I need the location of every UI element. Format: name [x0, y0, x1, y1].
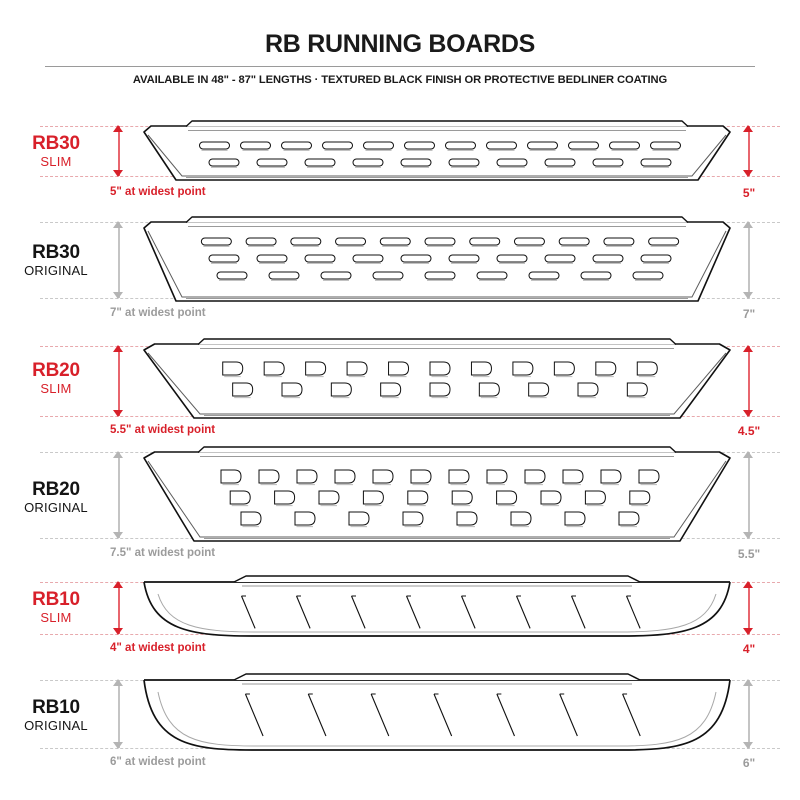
arrow-shaft — [748, 346, 750, 416]
arrowhead-up — [743, 451, 753, 458]
model-name: RB30 — [32, 242, 80, 263]
arrowhead-up — [743, 125, 753, 132]
model-variant: SLIM — [40, 609, 72, 625]
dimension-arrow-left — [112, 221, 126, 299]
end-height-value: 4.5" — [737, 424, 761, 438]
model-variant: ORIGINAL — [24, 262, 88, 278]
arrowhead-up — [113, 451, 123, 458]
model-label-block: RB30 SLIM — [0, 134, 112, 170]
board-illustration-rb20 — [142, 444, 732, 549]
arrowhead-down — [743, 410, 753, 417]
arrow-shaft — [748, 126, 750, 176]
end-height-value: 6" — [742, 756, 756, 770]
arrowhead-down — [743, 532, 753, 539]
model-name: RB10 — [32, 589, 80, 610]
arrow-shaft — [118, 582, 120, 634]
dimension-arrow-right — [742, 125, 756, 177]
model-variant: SLIM — [40, 380, 72, 396]
model-label-block: RB10 SLIM — [0, 590, 112, 626]
model-label-block: RB30 ORIGINAL — [0, 243, 112, 279]
dimension-arrow-left — [112, 125, 126, 177]
arrowhead-up — [743, 581, 753, 588]
dimension-arrow-right — [742, 345, 756, 417]
model-variant: SLIM — [40, 153, 72, 169]
end-height-value: 7" — [742, 307, 756, 321]
model-label-block: RB20 SLIM — [0, 361, 112, 397]
end-height-value: 5" — [742, 186, 756, 200]
arrowhead-up — [743, 345, 753, 352]
header-divider — [45, 66, 755, 67]
board-illustration-rb30 — [142, 118, 732, 188]
arrowhead-down — [113, 292, 123, 299]
dimension-arrow-left — [112, 451, 126, 539]
arrowhead-up — [113, 679, 123, 686]
page-title: RB RUNNING BOARDS — [265, 30, 535, 58]
model-name: RB30 — [32, 133, 80, 154]
widest-point-caption: 6" at widest point — [110, 756, 206, 768]
arrowhead-up — [113, 345, 123, 352]
dimension-arrow-left — [112, 679, 126, 749]
widest-point-caption: 5.5" at widest point — [110, 424, 216, 436]
arrowhead-down — [113, 532, 123, 539]
widest-point-caption: 4" at widest point — [110, 642, 206, 654]
dimension-arrow-left — [112, 581, 126, 635]
board-illustration-rb30 — [142, 214, 732, 309]
model-variant: ORIGINAL — [24, 499, 88, 515]
arrowhead-up — [743, 679, 753, 686]
arrow-shaft — [118, 346, 120, 416]
arrowhead-down — [113, 410, 123, 417]
arrowhead-down — [743, 742, 753, 749]
arrowhead-down — [743, 292, 753, 299]
dimension-arrow-left — [112, 345, 126, 417]
arrow-shaft — [748, 680, 750, 748]
board-illustration-rb20 — [142, 336, 732, 426]
widest-point-caption: 7.5" at widest point — [110, 547, 216, 559]
arrowhead-down — [113, 628, 123, 635]
arrow-shaft — [118, 680, 120, 748]
dimension-arrow-right — [742, 221, 756, 299]
model-variant: ORIGINAL — [24, 717, 88, 733]
model-label-block: RB10 ORIGINAL — [0, 698, 112, 734]
model-name: RB10 — [32, 697, 80, 718]
arrow-shaft — [748, 582, 750, 634]
arrow-shaft — [748, 452, 750, 538]
board-illustration-rb10 — [142, 670, 732, 758]
widest-point-caption: 7" at widest point — [110, 307, 206, 319]
model-label-block: RB20 ORIGINAL — [0, 480, 112, 516]
end-height-value: 4" — [742, 642, 756, 656]
model-name: RB20 — [32, 360, 80, 381]
dimension-arrow-right — [742, 451, 756, 539]
arrowhead-down — [743, 170, 753, 177]
board-illustration-rb10 — [142, 572, 732, 644]
widest-point-caption: 5" at widest point — [110, 186, 206, 198]
model-name: RB20 — [32, 479, 80, 500]
arrowhead-up — [113, 125, 123, 132]
arrowhead-down — [113, 742, 123, 749]
dimension-arrow-right — [742, 679, 756, 749]
arrowhead-down — [113, 170, 123, 177]
end-height-value: 5.5" — [737, 547, 761, 561]
arrow-shaft — [118, 452, 120, 538]
dimension-arrow-right — [742, 581, 756, 635]
arrowhead-up — [113, 581, 123, 588]
page-subtitle: AVAILABLE IN 48" - 87" LENGTHS · TEXTURE… — [132, 74, 668, 86]
arrow-shaft — [118, 222, 120, 298]
arrowhead-up — [113, 221, 123, 228]
arrow-shaft — [748, 222, 750, 298]
arrowhead-down — [743, 628, 753, 635]
arrowhead-up — [743, 221, 753, 228]
arrow-shaft — [118, 126, 120, 176]
